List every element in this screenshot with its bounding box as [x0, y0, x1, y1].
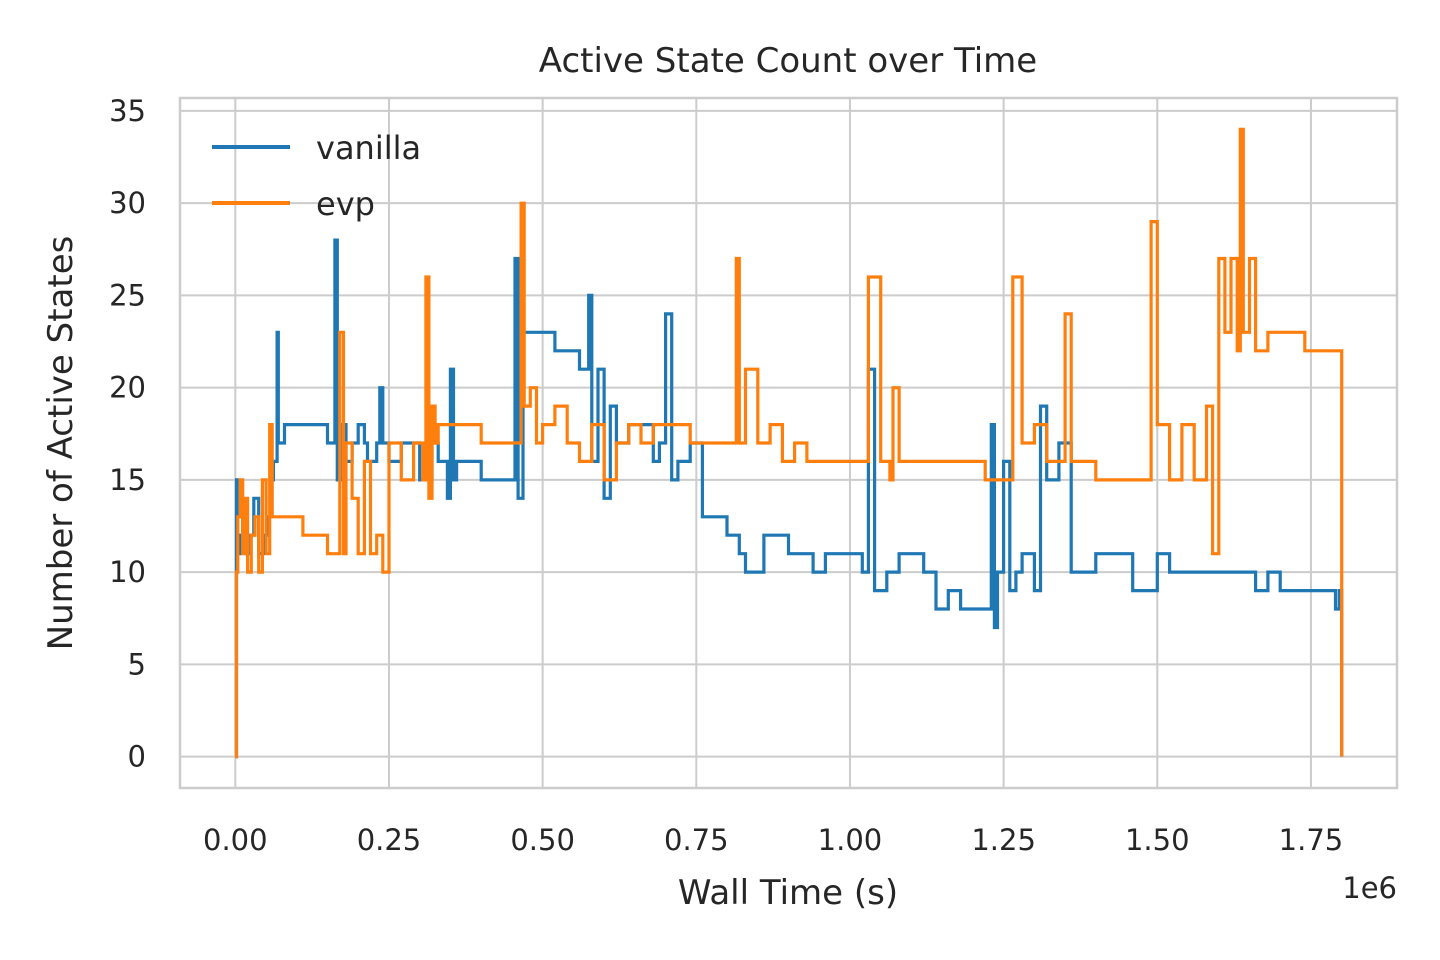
- plot-frame: [178, 96, 1399, 790]
- y-tick-label: 20: [109, 371, 146, 405]
- x-axis-label: Wall Time (s): [678, 873, 898, 913]
- legend: vanilla evp: [212, 129, 421, 223]
- x-tick-label: 0.50: [510, 823, 575, 857]
- x-tick-label: 0.75: [664, 823, 729, 857]
- y-tick-label: 25: [109, 278, 146, 312]
- x-tick-label: 1.00: [818, 823, 883, 857]
- y-tick-label: 15: [109, 463, 146, 497]
- x-tick-label: 1.75: [1279, 823, 1344, 857]
- legend-label-evp: evp: [316, 185, 375, 223]
- legend-label-vanilla: vanilla: [316, 129, 421, 167]
- series-lines: [234, 127, 1344, 759]
- series-line-evp: [234, 127, 1344, 759]
- y-tick-label: 10: [109, 555, 146, 589]
- y-tick-label: 0: [128, 740, 146, 774]
- y-tick-label: 35: [109, 94, 146, 128]
- x-tick-label: 0.00: [203, 823, 268, 857]
- y-axis-label: Number of Active States: [41, 236, 81, 651]
- chart-title: Active State Count over Time: [539, 41, 1037, 81]
- y-tick-label: 5: [128, 647, 146, 681]
- x-tick-label: 1.25: [971, 823, 1036, 857]
- x-tick-label: 1.50: [1125, 823, 1190, 857]
- y-tick-label: 30: [109, 186, 146, 220]
- x-tick-label: 0.25: [357, 823, 422, 857]
- tick-labels: 0.00 0.25 0.50 0.75 1.00 1.25 1.50 1.75 0 5 10 15 20…: [109, 94, 1343, 857]
- x-axis-offset-label: 1e6: [1342, 871, 1397, 905]
